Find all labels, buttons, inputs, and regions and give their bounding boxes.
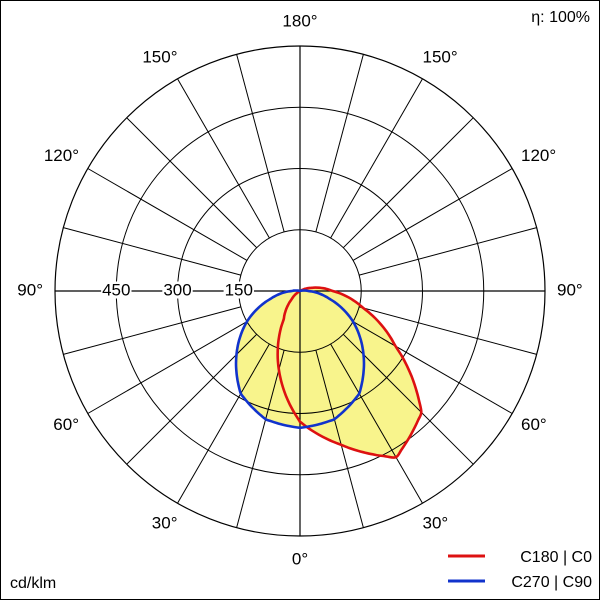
spoke-345 (236, 350, 285, 528)
angle-label-right-120: 120° (521, 146, 556, 165)
angle-label-left-150-bg (141, 48, 179, 66)
radial-tick-300: 300 (163, 280, 191, 299)
radial-tick-150: 150 (225, 280, 253, 299)
angle-label-left-0-bg (290, 550, 310, 568)
efficiency-label: η: 100% (531, 9, 590, 26)
angle-label-left-60: 60° (53, 415, 79, 434)
angle-label-right-30: 30° (423, 513, 449, 532)
spoke-285 (63, 306, 241, 355)
spoke-165 (315, 54, 364, 232)
spoke-45 (342, 333, 474, 465)
label-layer: 150 300 450 180° 150° 120° 90° 60° 30° 0° 150° 120°… (16, 11, 584, 568)
unit-label: cd/klm (10, 575, 56, 592)
angle-label-right-150-bg (421, 48, 459, 66)
angle-label-right-60-bg (520, 416, 548, 433)
angle-label-left-150: 150° (142, 47, 177, 66)
radial-tick-150-bg (223, 281, 254, 299)
angle-label-left-90: 90° (17, 280, 43, 299)
spoke-105 (359, 227, 537, 276)
angle-label-left-120-bg (42, 147, 80, 164)
spoke-300 (87, 321, 248, 414)
curve-line-1 (234, 289, 366, 430)
spoke-60 (352, 321, 513, 414)
angle-label-right-150: 150° (423, 47, 458, 66)
spoke-30 (330, 343, 423, 504)
spoke-135 (342, 117, 474, 249)
spoke-195 (236, 54, 285, 232)
series-layer (234, 286, 423, 459)
angle-label-right-90: 90° (557, 280, 583, 299)
angle-label-left-90-bg (16, 281, 44, 299)
radial-tick-450: 450 (102, 280, 130, 299)
angle-label-right-60: 60° (521, 415, 547, 434)
angle-label-right-90-bg (556, 281, 584, 299)
angle-label-right-30-bg (421, 514, 450, 532)
spoke-315 (126, 333, 258, 465)
angle-label-left-30: 30° (152, 513, 178, 532)
angle-label-right-120-bg (520, 147, 558, 164)
radial-tick-300-bg (162, 281, 193, 299)
legend-label-c180-c0: C180 | C0 (520, 549, 592, 566)
curve-line-0 (276, 286, 423, 459)
spoke-240 (87, 168, 248, 261)
angle-label-left-120: 120° (44, 146, 79, 165)
spoke-120 (352, 168, 513, 261)
spoke-210 (177, 78, 270, 239)
grid-layer (54, 45, 546, 537)
angle-label-left-0: 0° (292, 549, 308, 568)
spoke-255 (63, 227, 241, 276)
spoke-75 (359, 306, 537, 355)
legend: C180 | C0 C270 | C90 (448, 549, 592, 591)
spoke-15 (315, 350, 364, 528)
spoke-330 (177, 343, 270, 504)
angle-label-left-60-bg (52, 416, 80, 433)
radial-tick-450-bg (101, 281, 132, 299)
angle-label-left-180-bg (281, 12, 319, 30)
spoke-150 (330, 78, 423, 239)
angle-label-left-180: 180° (282, 11, 317, 30)
legend-label-c270-c90: C270 | C90 (511, 574, 592, 591)
spoke-225 (126, 117, 258, 249)
angle-label-left-30-bg (150, 514, 179, 532)
